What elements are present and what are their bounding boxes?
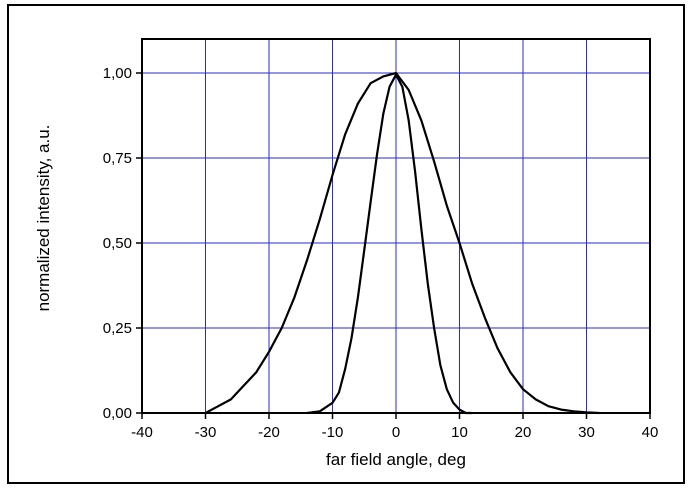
y-tick-label: 0,75 xyxy=(103,150,132,167)
y-axis-title: normalized intensity, a.u. xyxy=(34,125,53,312)
x-tick-label: -30 xyxy=(195,424,217,441)
x-tick-label: 40 xyxy=(642,424,659,441)
curve-layer xyxy=(204,71,600,415)
x-tick-label: -20 xyxy=(258,424,280,441)
x-tick-label: -40 xyxy=(131,424,153,441)
grid-layer xyxy=(142,39,650,413)
y-tick-label: 0,25 xyxy=(103,320,132,337)
y-tick-label: 0,00 xyxy=(103,405,132,422)
x-tick-label: 0 xyxy=(392,424,400,441)
x-tick-label: 10 xyxy=(451,424,468,441)
tick-layer: -40 -30 -20 -10 0 10 20 30 40 0,00 0,25 0,50 0,75 1,0… xyxy=(103,65,659,441)
series-narrow-curve xyxy=(306,73,473,415)
series-wide-curve xyxy=(204,71,600,415)
x-axis-title: far field angle, deg xyxy=(326,450,466,469)
x-tick-label: 30 xyxy=(578,424,595,441)
y-tick-label: 1,00 xyxy=(103,65,132,82)
x-tick-label: -10 xyxy=(322,424,344,441)
far-field-chart: -40 -30 -20 -10 0 10 20 30 40 0,00 0,25 0,50 0,75 1,0… xyxy=(34,38,659,469)
chart-frame: -40 -30 -20 -10 0 10 20 30 40 0,00 0,25 0,50 0,75 1,0… xyxy=(7,4,685,484)
y-tick-label: 0,50 xyxy=(103,235,132,252)
x-tick-label: 20 xyxy=(515,424,532,441)
